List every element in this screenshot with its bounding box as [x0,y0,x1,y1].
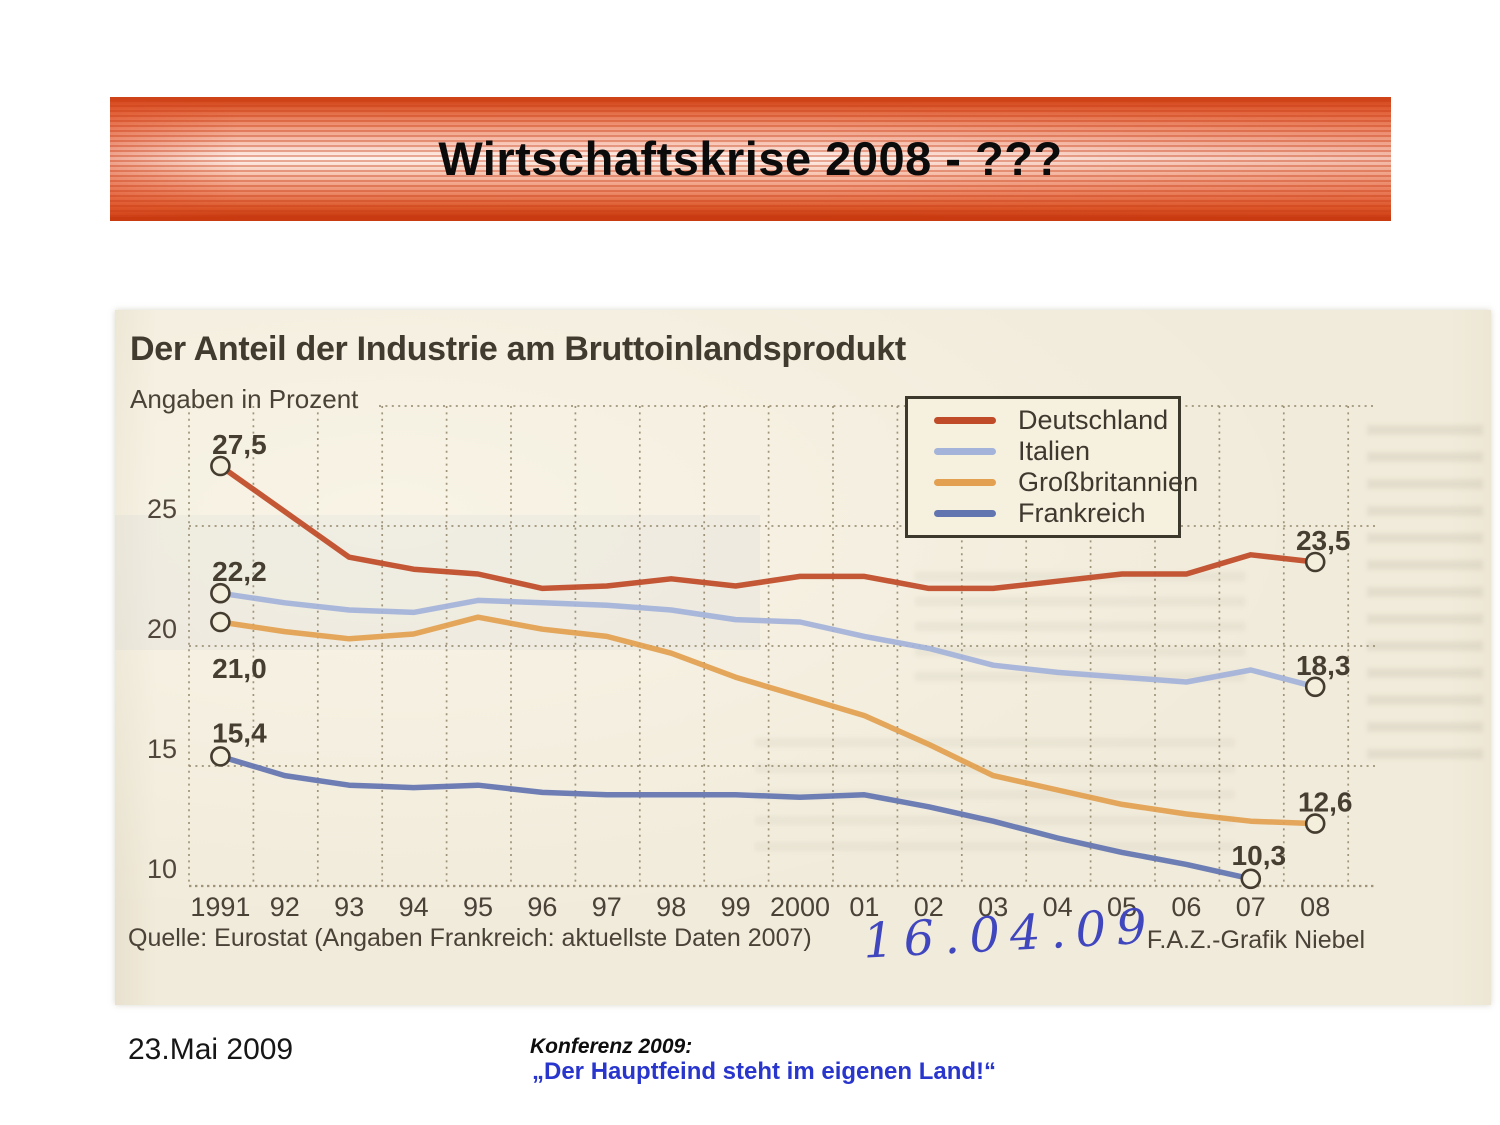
x-tick-label: 04 [1043,892,1073,922]
data-label: 27,5 [212,429,267,460]
x-tick-label: 1991 [190,892,250,922]
legend-label: Deutschland [1018,405,1169,435]
legend-item-0: Deutschland [908,407,1178,434]
series-line-0 [217,463,1318,592]
x-tick-label: 05 [1107,892,1137,922]
x-tick-label: 97 [592,892,622,922]
title-banner: Wirtschaftskrise 2008 - ??? [110,97,1391,221]
data-label: 23,5 [1296,525,1351,556]
series-line-2 [217,614,1318,827]
data-label: 15,4 [212,717,267,748]
x-tick-label: 93 [334,892,364,922]
series-endpoint [1304,676,1326,698]
legend-swatch-icon [934,417,996,424]
newspaper-clipping: 25 20 15 10 1991 92 93 94 95 96 97 98 99 2000 01 02 03 04… [115,310,1491,1005]
series-endpoint [1304,813,1326,834]
series-endpoint [210,611,231,633]
legend-item-3: Frankreich [908,500,1178,527]
slide-title: Wirtschaftskrise 2008 - ??? [438,132,1063,185]
y-tick-label: 10 [147,854,177,884]
x-tick-label: 01 [849,892,879,922]
chart-title: Der Anteil der Industrie am Bruttoinland… [130,330,906,368]
legend-item-1: Italien [908,438,1178,465]
x-tick-label: 08 [1300,892,1330,922]
series-endpoint [1240,868,1262,890]
legend-label: Großbritannien [1018,467,1199,497]
x-tick-label: 07 [1236,892,1266,922]
series-line-1 [217,590,1318,690]
chart-legend: Deutschland Italien Großbritannien Frankrei… [905,396,1198,538]
chart-subtitle: Angaben in Prozent [130,384,359,414]
conference-label: Konferenz 2009: [530,1035,693,1058]
legend-label: Frankreich [1018,498,1146,528]
data-label: 10,3 [1232,840,1287,871]
y-tick-label: 20 [147,614,177,644]
x-tick-label: 99 [721,892,751,922]
x-tick-label: 06 [1171,892,1201,922]
y-tick-label: 15 [147,734,177,764]
series-endpoint [1304,551,1326,573]
series-endpoint [210,582,231,604]
chart-credit: F.A.Z.-Grafik Niebel [1146,926,1365,954]
data-label: 18,3 [1296,650,1351,681]
series-endpoint [210,746,231,767]
chart-source: Quelle: Eurostat (Angaben Frankreich: ak… [128,924,812,952]
y-tick-label: 25 [147,494,177,524]
legend-swatch-icon [934,510,996,517]
data-label: 12,6 [1298,787,1353,818]
x-tick-label: 03 [978,892,1008,922]
x-tick-label: 96 [527,892,557,922]
x-tick-label: 02 [914,892,944,922]
legend-label: Italien [1018,436,1091,466]
series-line-3 [217,753,1254,882]
legend-swatch-icon [934,448,996,455]
footer-date: 23.Mai 2009 [128,1033,294,1066]
x-tick-label: 92 [270,892,300,922]
data-label: 22,2 [212,556,267,587]
industry-gdp-line-chart: 25 20 15 10 1991 92 93 94 95 96 97 98 99 2000 01 02 03 04… [147,405,1377,922]
x-tick-label: 94 [399,892,429,922]
data-label: 21,0 [212,653,267,684]
x-tick-label: 95 [463,892,493,922]
legend-item-2: Großbritannien [908,469,1198,496]
x-tick-label: 2000 [770,892,830,922]
series-endpoint [210,455,231,477]
legend-swatch-icon [934,479,996,486]
conference-quote: „Der Hauptfeind steht im eigenen Land!“ [532,1058,997,1085]
x-tick-label: 98 [656,892,686,922]
